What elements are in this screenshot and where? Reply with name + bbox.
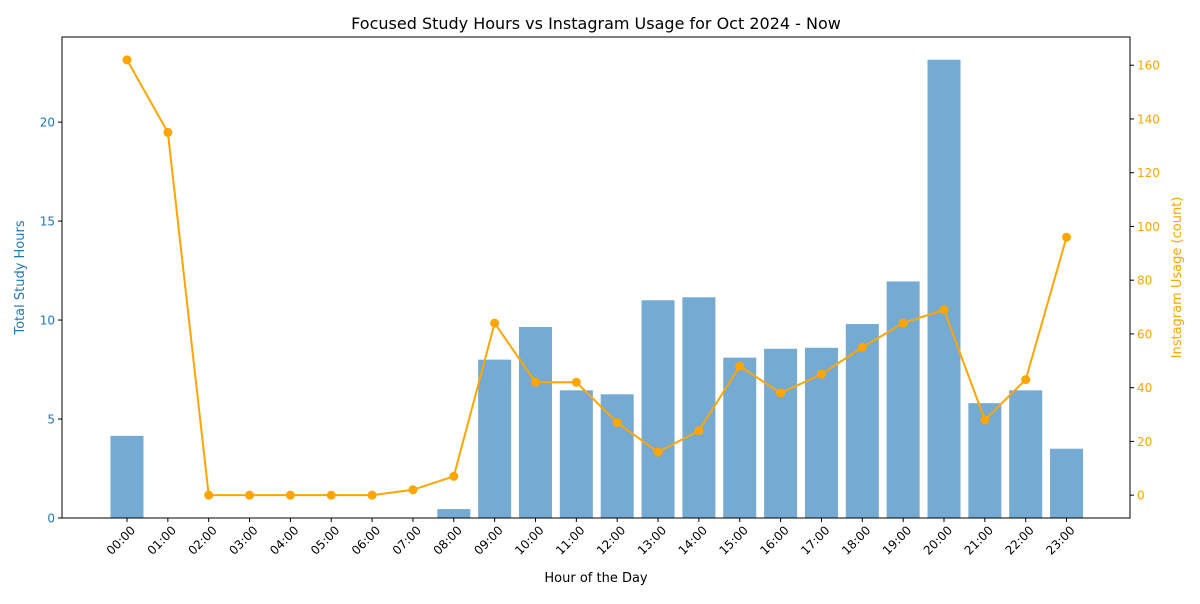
y-left-tick-label: 10 <box>40 314 55 328</box>
x-tick-label: 02:00 <box>185 523 219 557</box>
instagram-usage-point <box>367 490 377 500</box>
x-tick-label: 07:00 <box>390 523 424 557</box>
study-hours-bar <box>886 281 920 518</box>
study-hours-bar <box>437 509 471 518</box>
instagram-usage-point <box>326 490 336 500</box>
axes-layer <box>61 36 1131 519</box>
instagram-usage-point <box>816 369 826 379</box>
instagram-usage-point <box>735 361 745 371</box>
study-hours-bar <box>764 348 798 518</box>
x-tick-label: 22:00 <box>1002 523 1036 557</box>
chart-title: Focused Study Hours vs Instagram Usage f… <box>351 14 841 33</box>
y-right-tick-label: 160 <box>1137 59 1160 73</box>
y-right-tick-label: 60 <box>1137 327 1152 341</box>
instagram-usage-point <box>776 388 786 398</box>
study-hours-bar <box>110 435 144 518</box>
y-right-tick-label: 0 <box>1137 489 1145 503</box>
plot-frame <box>61 36 1131 519</box>
x-tick-label: 19:00 <box>880 523 914 557</box>
y-right-tick-label: 40 <box>1137 381 1152 395</box>
study-hours-bar <box>600 394 634 518</box>
study-hours-bar <box>682 297 716 518</box>
y-left-ticks: 0 5 10 15 20 <box>40 116 62 526</box>
x-tick-label: 18:00 <box>839 523 873 557</box>
instagram-usage-point <box>122 55 132 65</box>
y-right-tick-label: 20 <box>1137 435 1152 449</box>
instagram-usage-point <box>653 447 663 457</box>
instagram-usage-point <box>857 342 867 352</box>
study-hours-bar <box>1050 448 1084 518</box>
instagram-usage-point <box>408 485 418 495</box>
x-tick-label: 01:00 <box>145 523 179 557</box>
y-left-tick-label: 0 <box>47 512 55 526</box>
study-hours-bar <box>1009 390 1043 518</box>
instagram-usage-line <box>126 59 1068 497</box>
instagram-usage-point <box>449 471 459 481</box>
study-hours-bar <box>559 390 593 518</box>
y-left-tick-label: 5 <box>47 413 55 427</box>
x-tick-label: 13:00 <box>635 523 669 557</box>
x-tick-label: 08:00 <box>431 523 465 557</box>
x-tick-label: 00:00 <box>104 523 138 557</box>
study-hours-bar <box>478 359 512 518</box>
y-left-tick-label: 15 <box>40 215 55 229</box>
instagram-usage-point <box>694 426 704 436</box>
y-left-axis-label: Total Study Hours <box>13 220 28 335</box>
x-tick-label: 14:00 <box>676 523 710 557</box>
instagram-usage-point <box>1062 232 1072 242</box>
x-tick-label: 21:00 <box>962 523 996 557</box>
x-axis-label: Hour of the Day <box>544 571 648 586</box>
x-tick-label: 12:00 <box>594 523 628 557</box>
y-right-tick-label: 80 <box>1137 274 1152 288</box>
x-tick-label: 17:00 <box>798 523 832 557</box>
instagram-usage-point <box>571 377 581 387</box>
x-tick-label: 05:00 <box>308 523 342 557</box>
instagram-usage-point <box>204 490 214 500</box>
y-right-tick-label: 120 <box>1137 166 1160 180</box>
y-right-tick-label: 140 <box>1137 112 1160 126</box>
study-hours-bar <box>519 326 552 518</box>
y-right-tick-label: 100 <box>1137 220 1160 234</box>
y-right-axis-label: Instagram Usage (count) <box>1170 197 1185 359</box>
study-hours-bar <box>845 324 879 518</box>
y-left-tick-label: 20 <box>40 116 55 130</box>
instagram-usage-point <box>163 127 173 137</box>
instagram-usage-point <box>285 490 295 500</box>
x-tick-label: 10:00 <box>512 523 546 557</box>
y-right-ticks: 0 20 40 60 80 100 120 140 160 <box>1130 59 1160 503</box>
instagram-usage-point <box>980 415 990 425</box>
x-tick-label: 04:00 <box>267 523 301 557</box>
instagram-usage-point <box>1021 375 1031 385</box>
instagram-usage-point <box>939 305 949 315</box>
study-hours-bar <box>927 59 961 519</box>
study-hours-bar <box>723 357 757 518</box>
x-tick-label: 23:00 <box>1043 523 1077 557</box>
x-tick-label: 11:00 <box>553 523 587 557</box>
x-tick-label: 15:00 <box>717 523 751 557</box>
x-ticks: 00:00 01:00 02:00 03:00 04:00 05:00 06:00 07:00… <box>104 518 1078 558</box>
study-hours-bar <box>641 300 675 518</box>
x-tick-label: 09:00 <box>471 523 505 557</box>
instagram-usage-point <box>531 377 540 387</box>
x-tick-label: 03:00 <box>226 523 260 557</box>
instagram-usage-point <box>490 318 500 328</box>
instagram-usage-point <box>612 418 622 428</box>
instagram-usage-point <box>245 490 255 500</box>
bars-layer <box>110 59 1084 519</box>
x-tick-label: 06:00 <box>349 523 383 557</box>
line-layer <box>122 55 1072 500</box>
instagram-usage-point <box>898 318 908 328</box>
x-tick-label: 20:00 <box>921 523 955 557</box>
x-tick-label: 16:00 <box>757 523 791 557</box>
